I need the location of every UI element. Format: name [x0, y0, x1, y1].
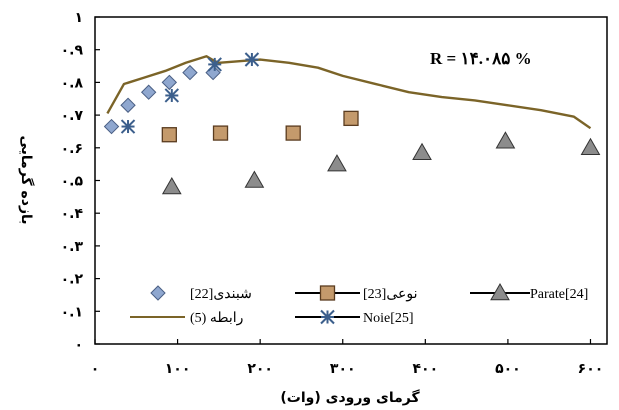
legend-entry-2: Parate[24] [470, 282, 588, 302]
diamond-marker [103, 118, 120, 135]
legend-marker [490, 282, 510, 301]
data-point-series-2 [161, 177, 182, 195]
x-tick-label: ۲۰۰ [247, 361, 273, 377]
diamond-marker [120, 97, 136, 113]
x-tick-label: ۰ [91, 361, 100, 377]
y-tick-label: ۰.۸ [61, 75, 84, 91]
data-point-series-2 [580, 137, 601, 156]
x-tick-label: ۳۰۰ [330, 361, 356, 377]
asterisk-stroke [164, 88, 180, 103]
asterisk-stroke [244, 52, 260, 67]
legend-label: Parate[24] [530, 287, 588, 302]
data-point-series-4 [207, 57, 222, 72]
legend-label: شبندی[22] [190, 287, 252, 302]
asterisk-stroke [207, 57, 222, 72]
square-marker [319, 285, 336, 301]
legend-label: نوعی[23] [363, 287, 418, 302]
series-line-correlation [106, 55, 592, 130]
triangle-marker [244, 170, 265, 188]
data-point-series-4 [244, 52, 260, 67]
data-point-series-1 [285, 125, 301, 141]
data-point-series-4 [164, 88, 180, 103]
legend-label: Noie[25] [363, 311, 414, 326]
y-tick-label: ۰.۵ [61, 174, 84, 190]
x-tick-label: ۴۰۰ [413, 361, 439, 377]
legend-marker [320, 309, 335, 325]
legend-entry-0: شبندی[22] [150, 285, 252, 302]
data-point-series-4 [120, 119, 136, 134]
data-point-series-2 [412, 142, 432, 160]
legend-label: رابطه (5) [190, 311, 243, 326]
y-tick-label: ۰.۱ [61, 304, 83, 320]
legend-entry-1: نوعی[23] [295, 285, 418, 302]
triangle-marker [327, 154, 347, 172]
y-axis-ticks: ۰ ۰.۱ ۰.۲ ۰.۳ ۰.۴ ۰.۵ ۰.۶ ۰.۷ ۰.۸ ۰.۹ ۱ [61, 10, 100, 353]
series-marks [103, 52, 601, 195]
legend-entry-3: رابطه (5) [130, 311, 243, 326]
legend-marker [319, 285, 336, 301]
data-point-series-1 [212, 125, 229, 141]
y-tick-label: ۰.۳ [61, 239, 84, 255]
diamond-marker [150, 285, 166, 301]
x-axis-label: گرمای ورودی (وات) [280, 389, 420, 406]
data-point-series-1 [161, 127, 177, 143]
x-tick-label: ۱۰۰ [165, 361, 191, 377]
x-axis-ticks: ۰ ۱۰۰ ۲۰۰ ۳۰۰ ۴۰۰ ۵۰۰ ۶۰۰ [91, 339, 604, 377]
y-tick-label: ۰.۶ [61, 141, 83, 157]
y-tick-label: ۰ [74, 337, 83, 353]
y-tick-label: ۰.۲ [61, 272, 84, 288]
diamond-marker [161, 74, 178, 91]
y-axis-label: بازده گرمایی [18, 135, 35, 224]
data-point-series-1 [343, 110, 359, 127]
data-point-series-0 [161, 74, 178, 91]
triangle-marker [490, 282, 510, 301]
x-tick-label: ۶۰۰ [578, 361, 604, 377]
square-marker [161, 127, 177, 143]
y-tick-label: ۰.۷ [61, 108, 84, 124]
triangle-marker [495, 131, 516, 149]
data-point-series-0 [140, 84, 157, 100]
asterisk-stroke [120, 119, 136, 134]
diamond-marker [140, 84, 157, 100]
x-tick-label: ۵۰۰ [495, 361, 521, 377]
data-point-series-2 [327, 154, 347, 172]
diamond-marker [182, 64, 198, 81]
square-marker [212, 125, 229, 141]
data-point-series-2 [244, 170, 265, 188]
data-point-series-0 [103, 118, 120, 135]
square-marker [285, 125, 301, 141]
asterisk-stroke [320, 309, 335, 325]
y-tick-label: ۰.۹ [61, 43, 84, 59]
legend-marker [150, 285, 166, 301]
triangle-marker [580, 137, 601, 156]
y-tick-label: ۰.۴ [61, 206, 84, 222]
square-marker [343, 110, 359, 127]
triangle-marker [412, 142, 432, 160]
data-point-series-2 [495, 131, 516, 149]
triangle-marker [161, 177, 182, 195]
data-point-series-0 [182, 64, 198, 81]
y-tick-label: ۱ [74, 10, 83, 26]
legend-entry-4: Noie[25] [295, 309, 414, 326]
data-point-series-0 [120, 97, 136, 113]
legend: شبندی[22] نوعی[23] Parate[24] رابطه (5) Noie… [130, 282, 588, 326]
r-annotation: R = ۱۴.۰۸۵ % [430, 49, 532, 68]
